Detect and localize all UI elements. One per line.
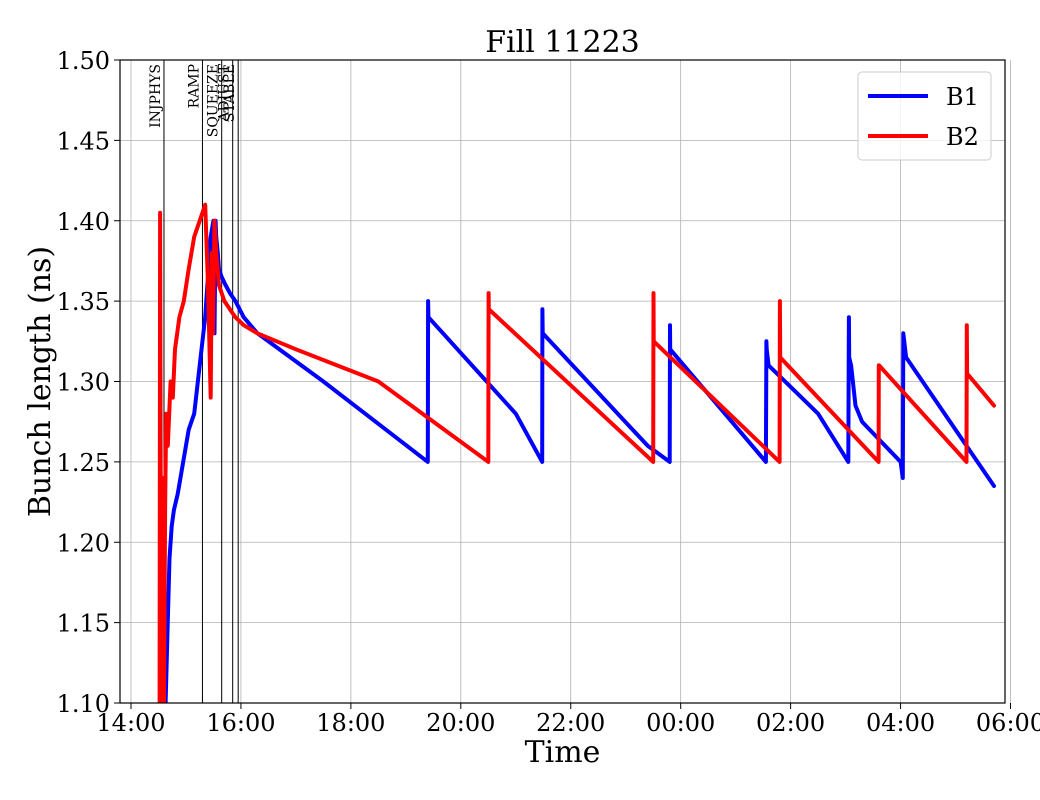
- phase-label: STABLE: [222, 64, 238, 122]
- x-tick-label: 16:00: [206, 709, 275, 737]
- y-tick-label: 1.45: [57, 127, 110, 155]
- y-tick-label: 1.50: [57, 47, 110, 75]
- legend-label-B2: B2: [946, 123, 979, 151]
- phase-label: RAMP: [186, 64, 202, 108]
- series-layer: [157, 202, 996, 703]
- chart-title: Fill 11223: [485, 25, 640, 60]
- y-tick-label: 1.25: [57, 449, 110, 477]
- series-B2-line: [157, 202, 996, 703]
- x-tick-label: 20:00: [426, 709, 495, 737]
- x-tick-label: 22:00: [536, 709, 605, 737]
- legend-label-B1: B1: [946, 83, 979, 111]
- phase-label: ADJUST: [217, 63, 233, 122]
- y-tick-label: 1.30: [57, 369, 110, 397]
- x-axis-ticks: 14:00 16:00 18:00 20:00 22:00 00:00 02:00 04:00…: [96, 703, 1040, 737]
- y-tick-label: 1.15: [57, 610, 110, 638]
- x-tick-label: 18:00: [316, 709, 385, 737]
- phase-label: INJPHYS: [148, 64, 164, 128]
- y-axis-ticks: 1.10 1.15 1.20 1.25 1.30 1.35 1.40 1.45 1.50: [57, 47, 120, 718]
- y-axis-label: Bunch length (ns): [23, 246, 58, 517]
- x-axis-label: Time: [525, 735, 601, 770]
- x-tick-label: 02:00: [756, 709, 825, 737]
- x-tick-label: 04:00: [866, 709, 935, 737]
- x-tick-label: 00:00: [646, 709, 715, 737]
- y-tick-label: 1.20: [57, 529, 110, 557]
- x-tick-label: 06:00: [976, 709, 1040, 737]
- series-B1-line: [160, 218, 996, 703]
- x-tick-label: 14:00: [96, 709, 165, 737]
- y-tick-label: 1.40: [57, 208, 110, 236]
- y-tick-label: 1.35: [57, 288, 110, 316]
- phase-label: SQUEEZE: [206, 64, 222, 137]
- y-tick-label: 1.10: [57, 690, 110, 718]
